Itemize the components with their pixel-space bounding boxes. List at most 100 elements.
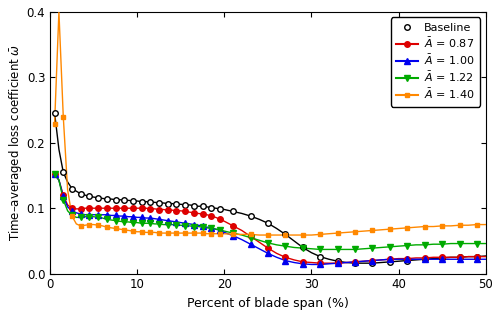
- Baseline: [78, 192, 84, 196]
- $\bar{A}$ = 1.22: [121, 220, 127, 224]
- $\bar{A}$ = 1.22: [86, 215, 92, 219]
- $\bar{A}$ = 1.22: [317, 248, 323, 251]
- $\bar{A}$ = 1.22: [156, 222, 162, 226]
- $\bar{A}$ = 1.00: [208, 226, 214, 230]
- $\bar{A}$ = 1.22: [200, 225, 205, 229]
- $\bar{A}$ = 1.40: [300, 233, 306, 237]
- $\bar{A}$ = 1.40: [121, 228, 127, 232]
- $\bar{A}$ = 1.40: [317, 232, 323, 236]
- $\bar{A}$ = 1.00: [95, 213, 101, 217]
- $\bar{A}$ = 0.87: [78, 207, 84, 211]
- $\bar{A}$ = 1.00: [138, 216, 144, 219]
- $\bar{A}$ = 1.22: [439, 242, 445, 246]
- Baseline: [439, 256, 445, 260]
- $\bar{A}$ = 0.87: [182, 210, 188, 213]
- $\bar{A}$ = 0.87: [148, 207, 154, 211]
- $\bar{A}$ = 0.87: [95, 206, 101, 210]
- $\bar{A}$ = 1.00: [121, 214, 127, 218]
- Baseline: [60, 170, 66, 174]
- $\bar{A}$ = 1.22: [130, 221, 136, 224]
- $\bar{A}$ = 0.87: [387, 257, 393, 261]
- Line: $\bar{A}$ = 0.87: $\bar{A}$ = 0.87: [52, 171, 480, 266]
- Baseline: [282, 232, 288, 236]
- $\bar{A}$ = 1.00: [165, 219, 171, 223]
- $\bar{A}$ = 0.87: [300, 260, 306, 264]
- Baseline: [138, 200, 144, 204]
- $\bar{A}$ = 1.40: [148, 230, 154, 234]
- $\bar{A}$ = 0.87: [104, 206, 110, 210]
- $\bar{A}$ = 1.00: [148, 216, 154, 220]
- $\bar{A}$ = 1.40: [52, 123, 58, 126]
- $\bar{A}$ = 1.22: [352, 248, 358, 251]
- $\bar{A}$ = 0.87: [60, 193, 66, 197]
- $\bar{A}$ = 0.87: [156, 208, 162, 211]
- Baseline: [130, 199, 136, 203]
- $\bar{A}$ = 1.40: [78, 224, 84, 228]
- $\bar{A}$ = 1.22: [422, 243, 428, 247]
- $\bar{A}$ = 0.87: [265, 246, 271, 250]
- $\bar{A}$ = 1.40: [387, 227, 393, 231]
- $\bar{A}$ = 1.00: [404, 257, 410, 261]
- $\bar{A}$ = 1.40: [370, 229, 376, 232]
- $\bar{A}$ = 0.87: [174, 209, 180, 213]
- $\bar{A}$ = 1.22: [138, 221, 144, 225]
- $\bar{A}$ = 1.00: [130, 215, 136, 219]
- $\bar{A}$ = 1.00: [282, 259, 288, 262]
- Line: Baseline: Baseline: [52, 110, 480, 266]
- $\bar{A}$ = 1.40: [352, 230, 358, 234]
- Baseline: [69, 187, 75, 191]
- $\bar{A}$ = 1.40: [174, 231, 180, 235]
- $\bar{A}$ = 1.40: [138, 230, 144, 234]
- X-axis label: Percent of blade span (%): Percent of blade span (%): [187, 297, 349, 310]
- $\bar{A}$ = 1.00: [78, 212, 84, 216]
- $\bar{A}$ = 1.40: [104, 225, 110, 229]
- $\bar{A}$ = 1.22: [208, 227, 214, 230]
- $\bar{A}$ = 1.22: [300, 246, 306, 250]
- $\bar{A}$ = 0.87: [370, 259, 376, 262]
- $\bar{A}$ = 1.00: [456, 257, 462, 261]
- $\bar{A}$ = 1.00: [200, 224, 205, 228]
- Baseline: [95, 196, 101, 200]
- $\bar{A}$ = 1.00: [230, 234, 236, 238]
- $\bar{A}$ = 1.40: [208, 232, 214, 236]
- Baseline: [165, 202, 171, 205]
- $\bar{A}$ = 1.22: [265, 241, 271, 245]
- Baseline: [182, 203, 188, 207]
- $\bar{A}$ = 1.40: [404, 226, 410, 230]
- $\bar{A}$ = 1.00: [52, 172, 58, 176]
- $\bar{A}$ = 1.40: [191, 231, 197, 235]
- $\bar{A}$ = 1.40: [282, 233, 288, 237]
- $\bar{A}$ = 1.22: [182, 224, 188, 228]
- $\bar{A}$ = 1.40: [217, 232, 223, 236]
- Baseline: [317, 255, 323, 259]
- $\bar{A}$ = 0.87: [217, 217, 223, 221]
- $\bar{A}$ = 0.87: [208, 214, 214, 218]
- Baseline: [474, 255, 480, 259]
- Baseline: [112, 198, 118, 202]
- Baseline: [230, 210, 236, 213]
- $\bar{A}$ = 0.87: [86, 206, 92, 210]
- Baseline: [148, 200, 154, 204]
- $\bar{A}$ = 1.40: [182, 231, 188, 235]
- Baseline: [121, 198, 127, 202]
- Baseline: [191, 204, 197, 208]
- $\bar{A}$ = 0.87: [474, 255, 480, 259]
- Baseline: [86, 195, 92, 198]
- $\bar{A}$ = 1.22: [474, 242, 480, 245]
- $\bar{A}$ = 1.22: [456, 242, 462, 245]
- Baseline: [200, 204, 205, 208]
- $\bar{A}$ = 1.00: [317, 262, 323, 266]
- Baseline: [265, 221, 271, 225]
- $\bar{A}$ = 1.00: [174, 220, 180, 224]
- Baseline: [104, 197, 110, 201]
- $\bar{A}$ = 0.87: [138, 206, 144, 210]
- $\bar{A}$ = 0.87: [200, 212, 205, 216]
- $\bar{A}$ = 1.22: [165, 223, 171, 226]
- $\bar{A}$ = 1.00: [60, 195, 66, 198]
- $\bar{A}$ = 1.40: [265, 233, 271, 237]
- $\bar{A}$ = 1.00: [86, 213, 92, 217]
- $\bar{A}$ = 1.00: [300, 262, 306, 266]
- $\bar{A}$ = 0.87: [230, 224, 236, 228]
- Line: $\bar{A}$ = 1.40: $\bar{A}$ = 1.40: [52, 114, 480, 237]
- $\bar{A}$ = 1.40: [456, 223, 462, 227]
